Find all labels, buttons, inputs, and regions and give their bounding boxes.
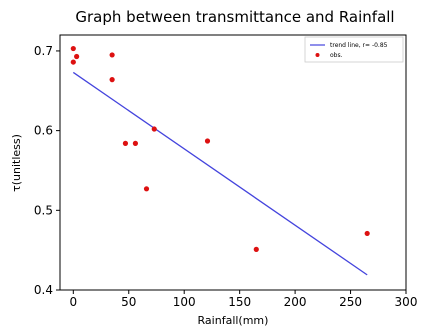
data-point (109, 77, 115, 83)
y-tick-label: 0.6 (34, 124, 53, 138)
x-tick-label: 100 (173, 295, 196, 309)
data-point (151, 126, 157, 132)
legend-label-obs: obs. (330, 52, 343, 59)
legend-label-trend-line: trend line, r= -0.85 (330, 42, 388, 49)
x-tick-label: 150 (228, 295, 251, 309)
x-tick-label: 50 (121, 295, 136, 309)
y-tick-label: 0.5 (34, 203, 53, 217)
x-tick-label: 300 (395, 295, 418, 309)
x-axis-label: Rainfall(mm) (198, 314, 269, 327)
x-tick-label: 0 (69, 295, 77, 309)
data-point (132, 140, 139, 146)
plot-frame (59, 34, 407, 291)
y-axis-label: τ(unitless) (10, 134, 23, 192)
data-point (109, 52, 115, 58)
y-tick-label: 0.4 (34, 283, 53, 297)
chart-title: Graph between transmittance and Rainfall (75, 8, 394, 26)
x-axis-ticks: 0 50 100 150 200 250 300 (69, 290, 417, 309)
data-point (122, 140, 129, 146)
series-layer (70, 45, 370, 276)
data-point (74, 53, 80, 60)
legend-marker-obs (315, 53, 320, 57)
data-point (70, 59, 76, 65)
data-point (204, 138, 211, 144)
legend: trend line, r= -0.85 obs. (304, 36, 404, 63)
data-point (364, 230, 370, 237)
y-tick-label: 0.7 (34, 44, 53, 58)
y-axis-ticks: 0.4 0.5 0.6 0.7 (34, 44, 60, 297)
data-point (70, 45, 76, 52)
legend-box (304, 36, 404, 63)
data-point (253, 246, 259, 252)
x-tick-label: 250 (339, 295, 362, 309)
data-point (143, 186, 150, 192)
trend-line (72, 71, 368, 276)
x-tick-label: 200 (284, 295, 307, 309)
